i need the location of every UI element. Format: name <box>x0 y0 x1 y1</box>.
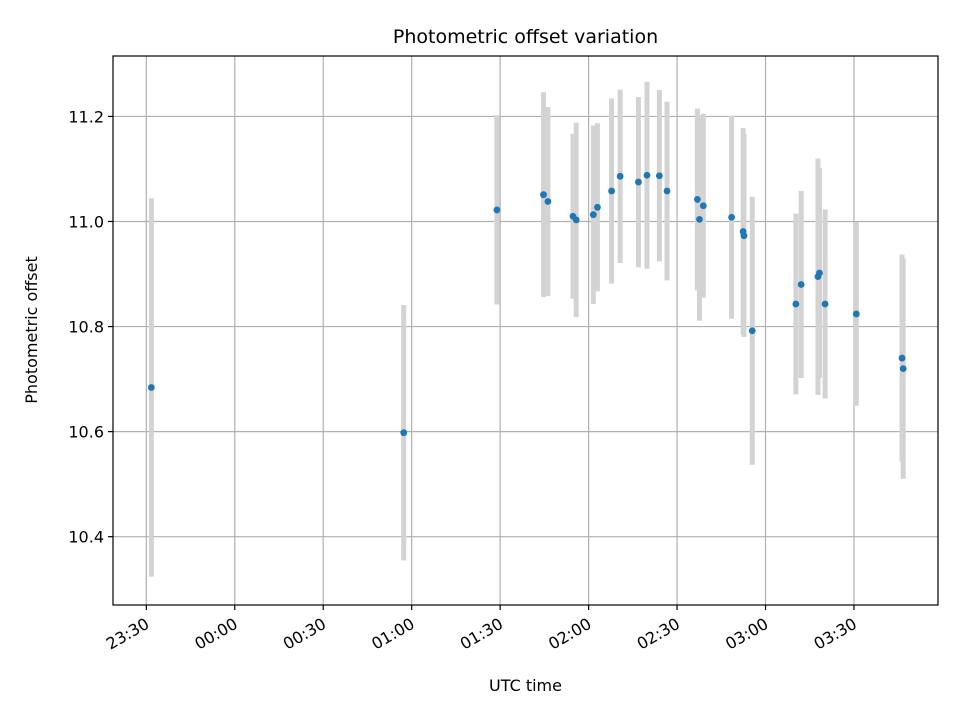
y-tick-label: 10.4 <box>68 528 104 547</box>
y-tick-label: 11.0 <box>68 212 104 231</box>
y-tick-label: 10.8 <box>68 318 104 337</box>
data-point <box>655 172 663 180</box>
data-point <box>728 213 736 221</box>
data-point <box>852 310 860 318</box>
data-point <box>797 281 805 288</box>
x-tick-label: 02:30 <box>634 614 683 654</box>
y-tick-label: 10.6 <box>68 423 104 442</box>
data-point <box>635 178 642 186</box>
data-point <box>821 300 829 308</box>
data-point <box>572 216 580 224</box>
data-point <box>493 206 501 214</box>
data-point <box>663 187 671 195</box>
data-point <box>696 215 703 223</box>
x-tick-label: 02:00 <box>545 614 594 654</box>
x-axis-ticks: 23:30 00:00 00:30 01:00 01:30 02:00 02:30 03:00… <box>103 605 860 654</box>
data-point <box>147 384 155 391</box>
data-point <box>699 202 707 210</box>
data-point <box>616 172 624 180</box>
plot-background <box>113 56 938 605</box>
data-point <box>898 354 906 362</box>
data-point <box>594 203 601 211</box>
data-point <box>816 269 823 277</box>
y-axis-ticks: 10.4 10.6 10.8 11.0 11.2 <box>68 107 113 547</box>
data-point <box>693 196 701 203</box>
data-point <box>540 191 547 199</box>
plot-frame <box>112 55 939 606</box>
x-tick-label: 03:30 <box>811 614 860 654</box>
data-point <box>792 300 800 308</box>
data-point <box>643 171 651 179</box>
x-tick-label: 03:00 <box>722 614 771 654</box>
y-axis-title: Photometric offset <box>22 256 41 404</box>
x-tick-label: 23:30 <box>103 614 152 654</box>
data-point <box>400 429 408 437</box>
x-tick-label: 00:30 <box>280 614 329 654</box>
x-tick-label: 00:00 <box>191 614 240 654</box>
data-point <box>544 198 552 205</box>
x-axis-title: UTC time <box>489 676 562 695</box>
data-point <box>589 211 597 219</box>
data-point-layer <box>147 171 907 437</box>
data-point <box>740 232 748 240</box>
data-point <box>899 365 907 372</box>
y-tick-label: 11.2 <box>68 107 104 126</box>
data-point <box>608 187 615 195</box>
chart-title: Photometric offset variation <box>393 26 658 48</box>
x-tick-label: 01:30 <box>457 614 506 654</box>
x-tick-label: 01:00 <box>368 614 417 654</box>
data-point <box>748 327 756 335</box>
